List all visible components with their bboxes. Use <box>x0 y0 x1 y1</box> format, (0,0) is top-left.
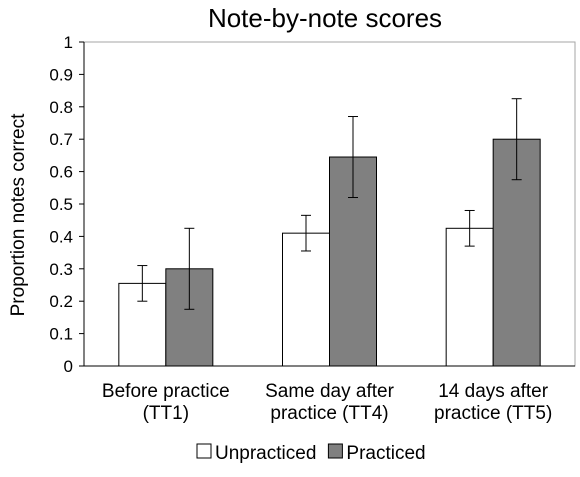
y-axis-label: Proportion notes correct <box>8 113 29 316</box>
y-tick-label: 0.7 <box>49 130 73 149</box>
legend-swatch-unpracticed <box>196 443 212 459</box>
legend-label-practiced: Practiced <box>346 443 425 464</box>
bar-unpracticed <box>282 232 330 367</box>
x-category-label: practice (TT4) <box>270 403 388 424</box>
x-category-label: Same day after <box>265 381 395 402</box>
y-tick-label: 0.8 <box>49 98 73 117</box>
chart-title: Note-by-note scores <box>208 3 442 33</box>
y-tick-label: 0.5 <box>49 195 73 214</box>
y-tick-label: 0.2 <box>49 292 73 311</box>
legend-label-unpracticed: Unpracticed <box>215 443 316 464</box>
y-tick-label: 0.3 <box>49 260 73 279</box>
x-category-label: practice (TT5) <box>434 403 552 424</box>
bar-unpracticed <box>445 227 494 367</box>
y-tick-label: 0 <box>64 357 73 376</box>
y-tick-label: 1 <box>64 33 73 52</box>
y-tick-label: 0.1 <box>49 325 73 344</box>
legend-swatch-practiced <box>327 443 343 459</box>
x-category-label: 14 days after <box>438 381 549 402</box>
x-category-label: Before practice <box>102 381 230 402</box>
y-tick-label: 0.6 <box>49 163 73 182</box>
y-tick-label: 0.9 <box>49 65 73 84</box>
x-category-label: (TT1) <box>143 403 189 424</box>
y-tick-label: 0.4 <box>49 227 73 246</box>
